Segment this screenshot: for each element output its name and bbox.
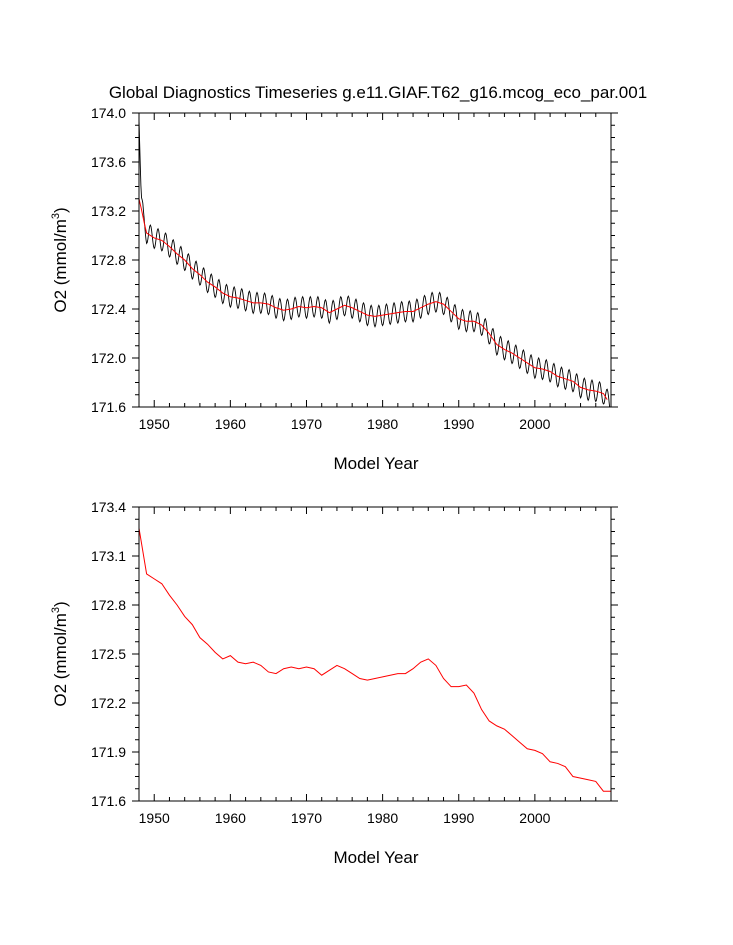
top-x-tick-label: 2000: [519, 416, 550, 432]
top-x-tick-label: 1950: [139, 416, 170, 432]
top-x-tick-label: 1990: [443, 416, 474, 432]
bottom-y-tick-label: 171.9: [91, 744, 126, 760]
top-y-tick-label: 172.0: [91, 350, 126, 366]
bottom-y-axis-label: O2 (mmol/m3): [50, 601, 70, 706]
top-x-tick-label: 1970: [291, 416, 322, 432]
bottom-x-tick-label: 1950: [139, 810, 170, 826]
top-series-monthly-line: [139, 119, 611, 407]
bottom-x-tick-label: 1990: [443, 810, 474, 826]
top-y-tick-label: 173.6: [91, 154, 126, 170]
bottom-plot-frame: [138, 506, 612, 802]
bottom-y-tick-label: 173.1: [91, 548, 126, 564]
top-x-axis-label: Model Year: [333, 454, 418, 473]
bottom-y-tick-label: 171.6: [91, 793, 126, 809]
top-ticks: [132, 112, 618, 408]
top-series-annual-line: [139, 198, 608, 400]
bottom-x-tick-label: 1960: [215, 810, 246, 826]
bottom-series-annual-line: [139, 528, 611, 792]
bottom-y-tick-label: 172.5: [91, 646, 126, 662]
top-chart-panel: 1950 1960 1970 1980 1990 2000 171.6 172.0 172.4 1…: [50, 105, 618, 473]
top-y-tick-label: 173.2: [91, 203, 126, 219]
top-x-tick-label: 1960: [215, 416, 246, 432]
bottom-ticks: [132, 506, 618, 802]
bottom-y-tick-label: 173.4: [91, 499, 126, 515]
bottom-y-tick-label: 172.2: [91, 695, 126, 711]
top-y-axis-label: O2 (mmol/m3): [50, 207, 70, 312]
bottom-y-tick-label: 172.8: [91, 597, 126, 613]
top-y-tick-label: 172.8: [91, 252, 126, 268]
top-x-tick-label: 1980: [367, 416, 398, 432]
bottom-chart-panel: 1950 1960 1970 1980 1990 2000 171.6 171.9 172.2 1…: [50, 499, 618, 867]
bottom-x-tick-label: 2000: [519, 810, 550, 826]
top-y-tick-label: 174.0: [91, 105, 126, 121]
bottom-x-tick-label: 1980: [367, 810, 398, 826]
bottom-x-tick-label: 1970: [291, 810, 322, 826]
chart-title: Global Diagnostics Timeseries g.e11.GIAF…: [109, 83, 647, 102]
top-y-tick-label: 171.6: [91, 399, 126, 415]
bottom-x-axis-label: Model Year: [333, 848, 418, 867]
top-y-tick-label: 172.4: [91, 301, 126, 317]
